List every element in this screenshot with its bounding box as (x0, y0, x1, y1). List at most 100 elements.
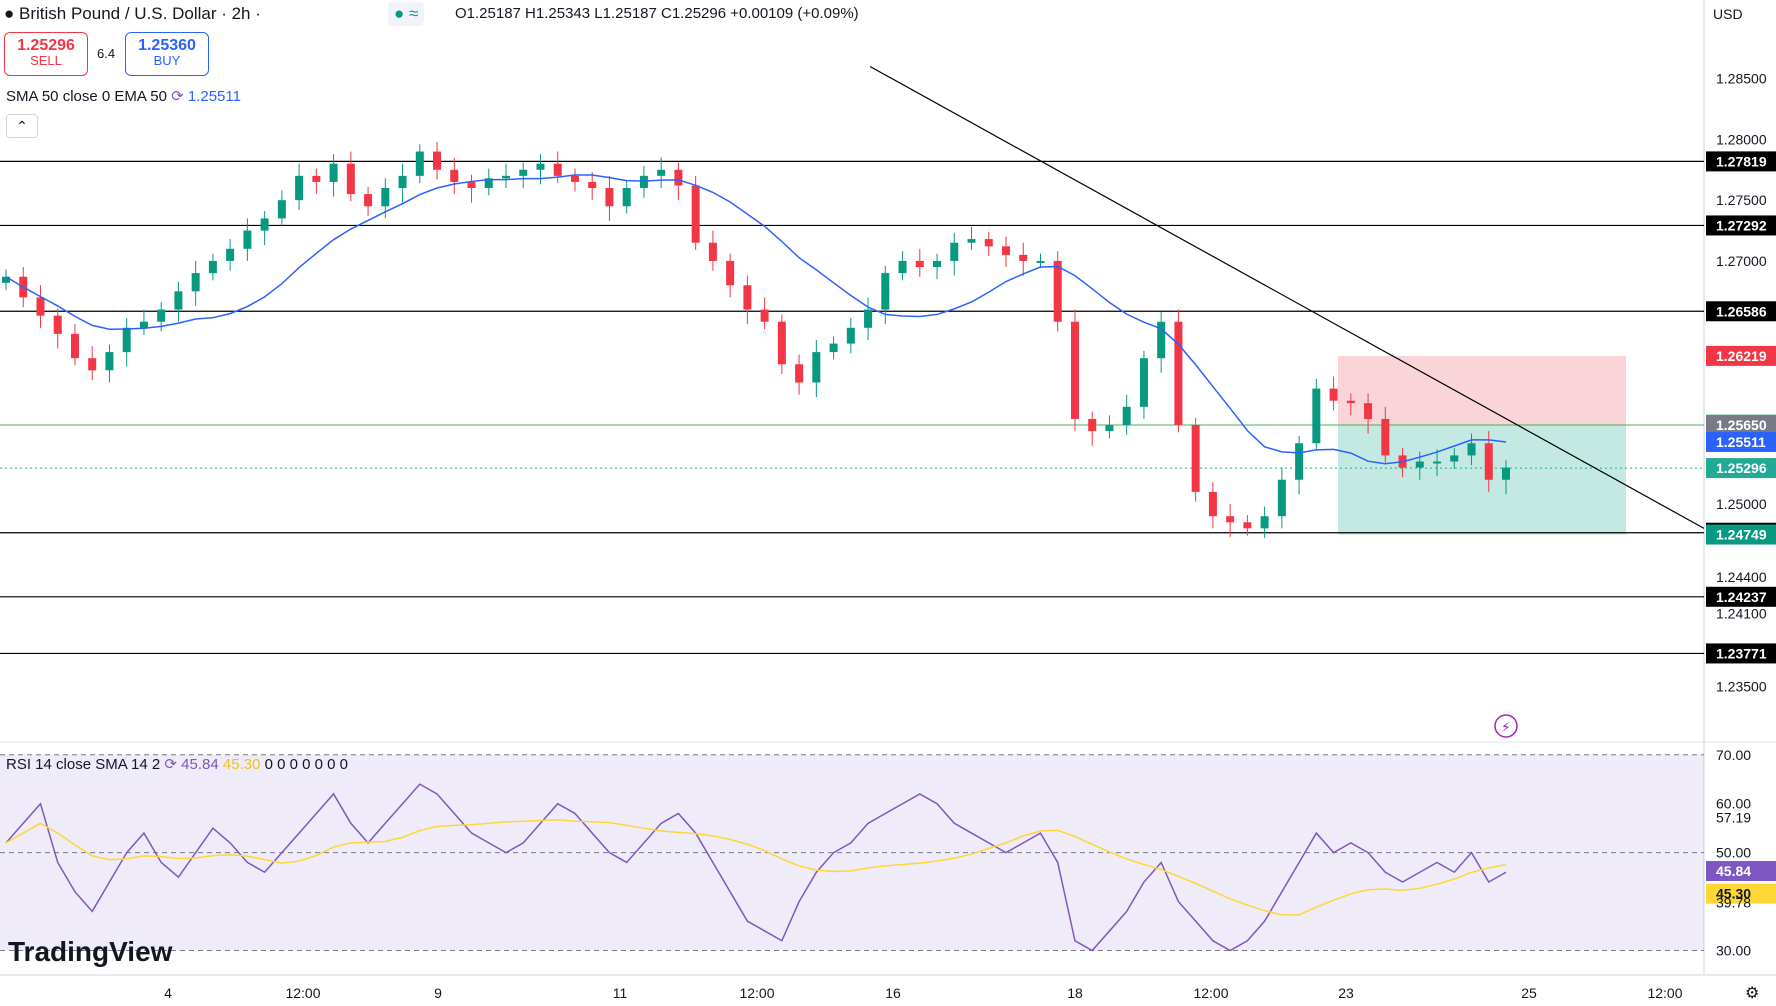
candle-body (967, 239, 976, 243)
candle-body (260, 218, 269, 231)
time-tick-label: 9 (434, 985, 442, 1001)
candle-body (191, 273, 200, 292)
price-badge (1706, 586, 1776, 607)
trendline (869, 65, 1705, 529)
candle-body (1139, 358, 1148, 407)
candle-body (312, 175, 321, 182)
candle-body (105, 352, 114, 371)
candle-body (812, 352, 821, 383)
time-tick-label: 12:00 (1647, 985, 1682, 1001)
candle-body (88, 358, 97, 371)
price-tick-label: 1.24400 (1716, 569, 1767, 585)
price-tick-label: 1.23500 (1716, 678, 1767, 694)
buy-button[interactable]: 1.25360 BUY (125, 32, 209, 76)
candle-body (1381, 418, 1390, 456)
rsi-legend[interactable]: RSI 14 close SMA 14 2 ⟳ 45.84 45.30 0 0 … (6, 755, 348, 773)
price-badge (1706, 151, 1776, 172)
candle-body (381, 188, 390, 207)
refresh-icon[interactable]: ⟳ (164, 756, 177, 773)
candle-body (1036, 260, 1045, 263)
candle-body (139, 321, 148, 328)
price-badge (1706, 415, 1776, 436)
price-badge (1706, 643, 1776, 664)
rsi-tick-label: 57.19 (1716, 809, 1751, 825)
candle-body (726, 260, 735, 286)
candle-body (657, 169, 666, 176)
candle-body (743, 285, 752, 310)
time-tick-label: 18 (1067, 985, 1083, 1001)
sma-value: 1.25511 (187, 88, 241, 105)
price-badge-label: 1.26586 (1716, 303, 1767, 319)
candle-body (622, 188, 631, 207)
time-tick-label: 4 (164, 985, 172, 1001)
price-badge-label: 1.26219 (1716, 348, 1767, 364)
candle-body (795, 364, 804, 383)
candle-body (915, 260, 924, 268)
price-tick-label: 1.27000 (1716, 253, 1767, 269)
candle-body (881, 273, 890, 310)
price-tick-label: 1.25000 (1716, 496, 1767, 512)
rsi-zeros: 0 0 0 0 0 0 0 (264, 756, 349, 773)
candle-body (933, 260, 942, 268)
sma-legend[interactable]: SMA 50 close 0 EMA 50 ⟳ 1.25511 (6, 87, 241, 105)
tradingview-logo: TradingView (8, 936, 173, 967)
candle-body (846, 327, 855, 344)
candle-body (174, 291, 183, 310)
candle-body (1243, 522, 1252, 529)
candle-body (1105, 425, 1114, 432)
price-badge (1706, 345, 1776, 366)
refresh-icon[interactable]: ⟳ (171, 88, 184, 105)
candle-body (450, 169, 459, 182)
price-badge-label: 1.24237 (1716, 589, 1767, 605)
candle-body (639, 175, 648, 189)
price-badge-label: 1.23771 (1716, 645, 1767, 661)
candle-body (329, 163, 338, 182)
rsi-tick-label: 39.78 (1716, 895, 1751, 911)
candle-body (984, 239, 993, 247)
rsi-tick-label: 50.00 (1716, 845, 1751, 861)
rsi-badge-label: 45.30 (1716, 886, 1751, 902)
price-tick-label: 1.24100 (1716, 605, 1767, 621)
symbol-title[interactable]: ● British Pound / U.S. Dollar · 2h · (4, 4, 261, 24)
time-tick-label: 12:00 (285, 985, 320, 1001)
time-tick-label: 23 (1338, 985, 1354, 1001)
price-badge (1706, 215, 1776, 236)
candle-body (1260, 516, 1269, 529)
candle-body (519, 169, 528, 176)
candle-body (1433, 461, 1442, 464)
currency-selector[interactable]: USD (1713, 6, 1743, 22)
sell-label: SELL (30, 53, 62, 68)
collapse-button[interactable]: ⌃ (6, 114, 38, 138)
candle-body (1467, 443, 1476, 456)
candle-body (1088, 418, 1097, 432)
chevron-up-icon: ⌃ (16, 118, 28, 134)
time-tick-label: 12:00 (739, 985, 774, 1001)
candle-body (36, 297, 45, 316)
candle-body (208, 260, 217, 274)
market-status-icon[interactable]: ● ≈ (388, 2, 425, 26)
candle-body (433, 151, 442, 170)
candle-body (484, 178, 493, 189)
candle-body (1312, 388, 1321, 444)
candle-body (708, 242, 717, 261)
candle-body (1019, 254, 1028, 261)
candle-body (674, 169, 683, 186)
candle-body (122, 327, 131, 353)
rsi-value: 45.84 (181, 756, 219, 773)
buy-price: 1.25360 (138, 37, 196, 54)
rsi-tick-label: 70.00 (1716, 747, 1751, 763)
price-badge (1706, 524, 1776, 545)
candle-body (70, 333, 79, 359)
candle-body (691, 185, 700, 243)
price-badge-label: 1.27292 (1716, 217, 1767, 233)
candle-body (536, 163, 545, 170)
candle-body (1070, 321, 1079, 419)
sell-button[interactable]: 1.25296 SELL (4, 32, 88, 76)
candle-body (1277, 479, 1286, 517)
candle-body (502, 175, 510, 179)
candle-body (1329, 388, 1338, 401)
candle-body (415, 151, 424, 176)
candle-body (243, 230, 252, 249)
buy-label: BUY (153, 53, 181, 68)
